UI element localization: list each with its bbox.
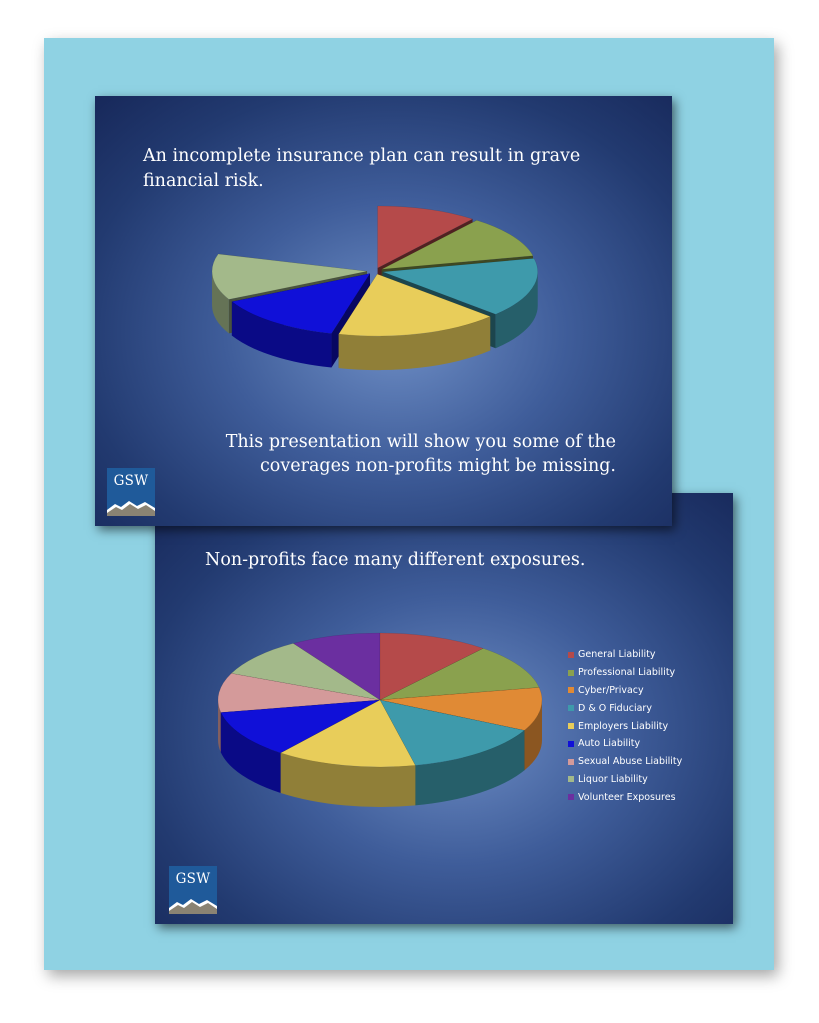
legend-label: General Liability bbox=[578, 649, 656, 661]
legend-item: D & O Fiduciary bbox=[568, 699, 682, 717]
legend-item: Cyber/Privacy bbox=[568, 682, 682, 700]
legend-item: Auto Liability bbox=[568, 735, 682, 753]
exploded-pie-chart bbox=[211, 205, 538, 371]
slide-1-subtitle: This presentation will show you some of … bbox=[196, 430, 616, 478]
mountain-icon bbox=[107, 501, 155, 516]
pie1-slice-4 bbox=[338, 273, 491, 371]
gsw-logo-text: GSW bbox=[175, 871, 211, 887]
legend-label: D & O Fiduciary bbox=[578, 702, 652, 714]
legend-label: Employers Liability bbox=[578, 720, 669, 732]
gsw-logo: GSW bbox=[107, 468, 155, 516]
legend-swatch bbox=[568, 669, 574, 676]
mountain-icon bbox=[169, 899, 217, 914]
slide-2: Non-profits face many different exposure… bbox=[155, 493, 733, 924]
legend-item: Liquor Liability bbox=[568, 771, 682, 789]
legend-item: Professional Liability bbox=[568, 664, 682, 682]
legend-item: General Liability bbox=[568, 646, 682, 664]
legend-label: Liquor Liability bbox=[578, 773, 648, 785]
legend-swatch bbox=[568, 740, 574, 747]
legend-item: Volunteer Exposures bbox=[568, 788, 682, 806]
slide-1-title: An incomplete insurance plan can result … bbox=[143, 146, 581, 191]
legend-item: Employers Liability bbox=[568, 717, 682, 735]
pie2-slice-employers-liability bbox=[280, 699, 416, 807]
slide-1: An incomplete insurance plan can result … bbox=[95, 96, 672, 526]
legend-swatch bbox=[568, 723, 574, 730]
legend-swatch bbox=[568, 758, 574, 765]
legend-label: Cyber/Privacy bbox=[578, 684, 644, 696]
gsw-logo-text: GSW bbox=[113, 473, 149, 489]
legend-label: Professional Liability bbox=[578, 667, 676, 679]
legend-label: Sexual Abuse Liability bbox=[578, 756, 683, 768]
legend-swatch bbox=[568, 705, 574, 712]
slide-2-title: Non-profits face many different exposure… bbox=[205, 550, 586, 570]
legend-label: Auto Liability bbox=[578, 738, 641, 750]
exposures-pie-chart bbox=[217, 632, 543, 807]
legend-swatch bbox=[568, 776, 574, 783]
legend-label: Volunteer Exposures bbox=[578, 791, 676, 803]
gsw-logo: GSW bbox=[169, 866, 217, 914]
legend-item: Sexual Abuse Liability bbox=[568, 753, 682, 771]
chart-legend: General Liability Professional Liability C… bbox=[568, 646, 682, 806]
slide-1-subtitle-line-2: coverages non-profits might be missing. bbox=[260, 456, 616, 476]
legend-swatch bbox=[568, 687, 574, 694]
slide-1-subtitle-line-1: This presentation will show you some of … bbox=[225, 432, 616, 452]
legend-swatch bbox=[568, 794, 574, 801]
legend-swatch bbox=[568, 651, 574, 658]
